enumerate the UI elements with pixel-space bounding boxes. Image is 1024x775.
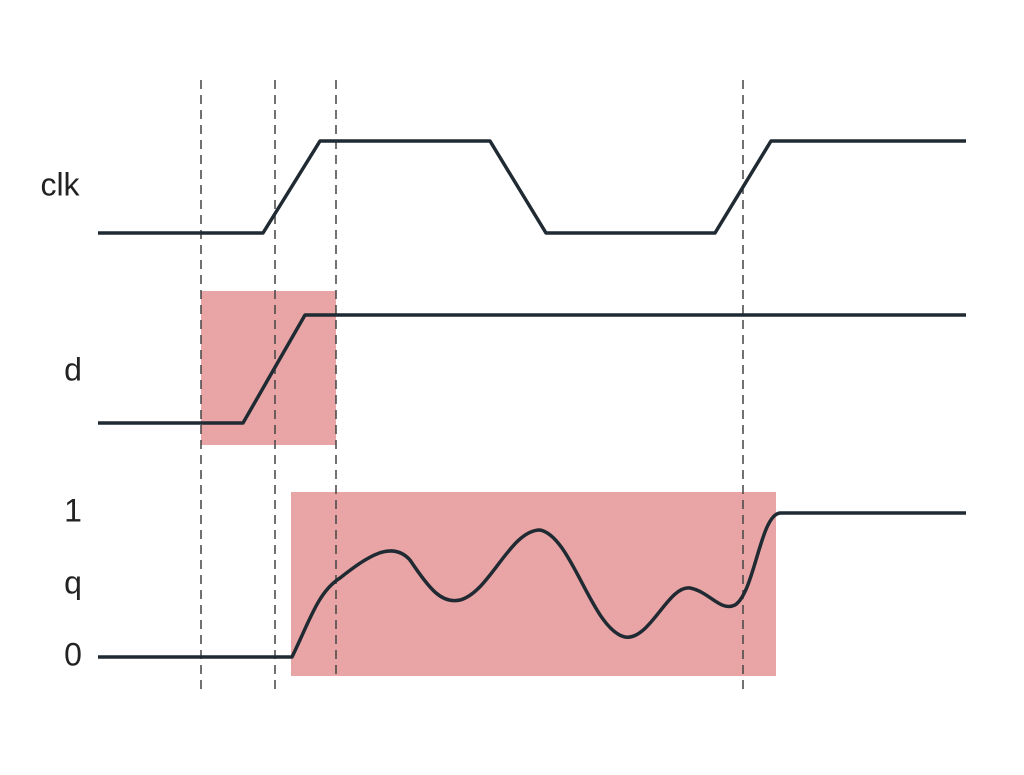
signal-label: q: [64, 564, 82, 600]
signal-label: clk: [40, 166, 80, 202]
signal-label: d: [64, 351, 82, 387]
level-label: 0: [64, 636, 82, 672]
q-waveform: [98, 511, 966, 659]
d-waveform: [98, 313, 966, 425]
clk-waveform: [98, 139, 966, 235]
level-label: 1: [64, 492, 82, 528]
metastable-window: [291, 492, 776, 676]
